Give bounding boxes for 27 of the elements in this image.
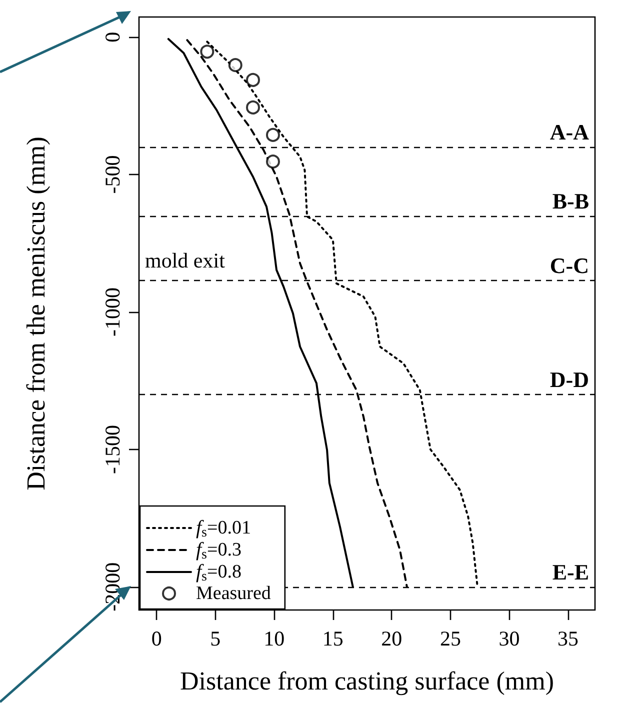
y-tick-label: -500 — [100, 155, 124, 194]
x-tick-label: 15 — [322, 626, 344, 650]
ref-line-label: A-A — [550, 120, 590, 145]
x-tick-label: 30 — [498, 626, 520, 650]
legend-label: Measured — [196, 583, 272, 604]
y-tick-label: -1000 — [100, 287, 124, 336]
ref-line-label: D-D — [550, 366, 589, 392]
x-tick-label: 35 — [557, 626, 578, 650]
point — [266, 128, 280, 142]
annotation: mold exit — [145, 248, 226, 272]
point — [246, 72, 260, 87]
point — [228, 58, 242, 72]
ref-line-label: B-B — [552, 188, 590, 214]
y-tick-label: -1500 — [100, 424, 124, 474]
point — [200, 44, 214, 59]
point — [266, 154, 280, 169]
y-tick-label: 0 — [100, 32, 124, 42]
x-tick-label: 10 — [264, 626, 285, 650]
y-axis-title: Distance from the meniscus (mm) — [22, 136, 50, 490]
ref-line-label: C-C — [550, 252, 589, 278]
x-tick-label: 20 — [381, 626, 402, 650]
point — [246, 100, 260, 114]
ref-line-label: E-E — [552, 559, 589, 584]
x-tick-label: 25 — [440, 626, 461, 650]
x-axis-title: Distance from casting surface (mm) — [180, 666, 554, 696]
x-tick-label: 5 — [210, 626, 221, 650]
x-tick-label: 0 — [151, 626, 162, 650]
